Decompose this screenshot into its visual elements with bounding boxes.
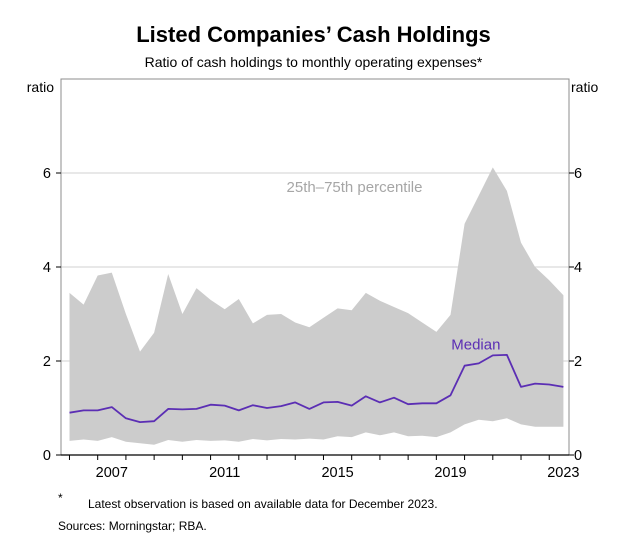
y-tick-label-right-2: 2 (574, 354, 582, 370)
chart-subtitle: Ratio of cash holdings to monthly operat… (145, 54, 483, 70)
percentile-band (69, 167, 564, 445)
x-tick-label-2023: 2023 (547, 465, 579, 481)
tick-labels: 0 0 2 2 4 4 6 6 2007 2011 2015 2019 2023 (43, 166, 582, 481)
y-tick-label-left-6: 6 (43, 166, 51, 182)
axes (56, 78, 574, 460)
y-tick-label-right-4: 4 (574, 260, 582, 276)
sources: Sources: Morningstar; RBA. (58, 519, 207, 533)
y-axis-label-right: ratio (571, 79, 598, 95)
y-tick-label-right-6: 6 (574, 166, 582, 182)
band-annotation: 25th–75th percentile (287, 179, 423, 196)
x-tick-label-2011: 2011 (209, 465, 240, 481)
y-axis-label-left: ratio (27, 79, 54, 95)
y-tick-label-left-2: 2 (43, 354, 51, 370)
plot-area (69, 167, 564, 445)
y-tick-label-left-0: 0 (43, 448, 51, 464)
footnote: Latest observation is based on available… (88, 497, 438, 511)
y-tick-label-right-0: 0 (574, 448, 582, 464)
footnote-marker: * (58, 491, 63, 505)
median-line (69, 353, 564, 424)
x-tick-label-2007: 2007 (96, 465, 128, 481)
median-annotation: Median (451, 336, 500, 353)
x-tick-label-2019: 2019 (434, 465, 466, 481)
x-tick-label-2015: 2015 (321, 465, 353, 481)
chart-title: Listed Companies’ Cash Holdings (136, 22, 491, 47)
y-tick-label-left-4: 4 (43, 260, 51, 276)
